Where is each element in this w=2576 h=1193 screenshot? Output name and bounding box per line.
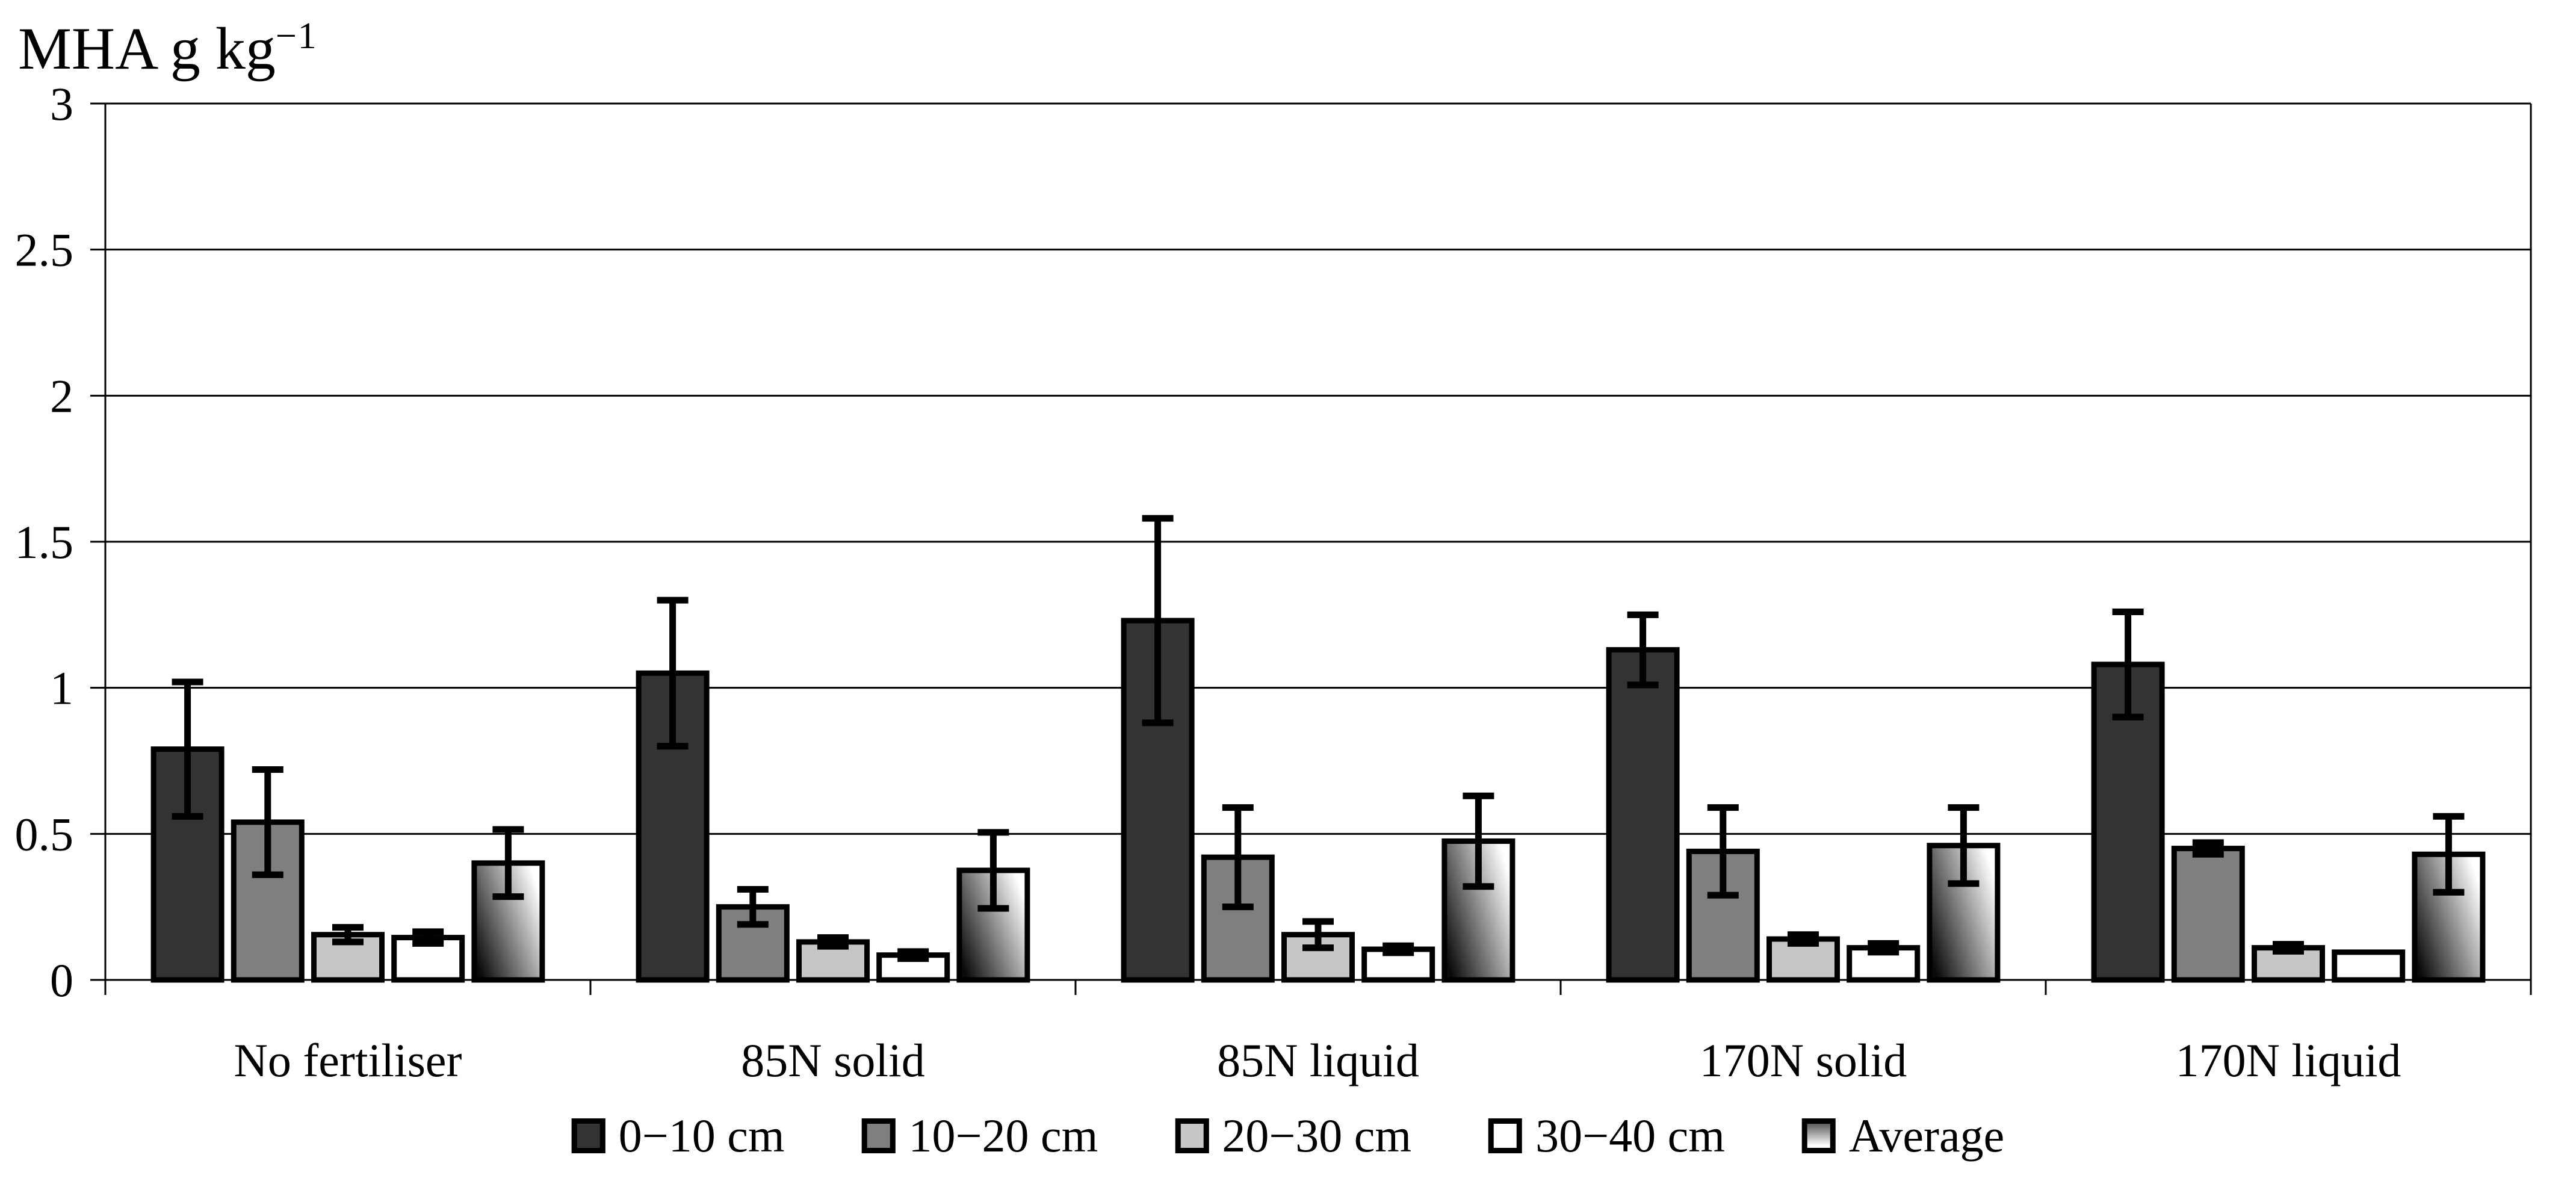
error-bar: [2192, 839, 2224, 858]
error-bar: [1142, 515, 1174, 727]
legend-swatch-Average: [1801, 1118, 1836, 1153]
x-label-170N-liquid: 170N liquid: [2176, 1034, 2401, 1086]
error-bar: [1948, 804, 1980, 887]
y-axis-title-text: MHA g kg: [18, 15, 276, 82]
x-axis-ticks: [104, 980, 2532, 995]
legend-item-20−30-cm: 20−30 cm: [1175, 1112, 1411, 1159]
y-tick-label: 1.5: [15, 516, 74, 568]
error-bar: [2112, 608, 2144, 720]
error-bar: [172, 678, 203, 820]
error-bar: [1707, 804, 1739, 899]
error-bar: [1788, 931, 1819, 947]
error-bar: [1627, 611, 1659, 689]
legend-item-30−40-cm: 30−40 cm: [1488, 1112, 1725, 1159]
x-label-No-fertiliser: No fertiliser: [234, 1034, 462, 1086]
y-axis-title: MHA g kg−1: [18, 15, 318, 82]
error-bar: [332, 924, 364, 946]
error-bar: [1222, 804, 1254, 911]
error-bar: [412, 928, 444, 947]
x-label-170N-solid: 170N solid: [1700, 1034, 1907, 1086]
error-bar: [1463, 792, 1494, 890]
x-category-labels: No fertiliser 85N solid 85N liquid 170N sol…: [234, 1034, 2401, 1086]
y-tick-label: 2: [50, 370, 73, 422]
error-bar: [737, 886, 769, 928]
bar-20−30-cm-No-fertiliser: [311, 932, 385, 983]
chart-legend: 0−10 cm 10−20 cm 20−30 cm 30−40 cm Average: [571, 1109, 2005, 1162]
legend-item-10−20-cm: 10−20 cm: [861, 1109, 1098, 1162]
bar-0−10-cm-170N-solid: [1606, 647, 1680, 983]
legend-label: 30−40 cm: [1535, 1109, 1725, 1162]
error-bar: [2433, 813, 2465, 896]
y-tick-labels: 0 0.5 1 1.5 2 2.5 3: [15, 78, 74, 1006]
legend-item-Average: Average: [1801, 1109, 2005, 1162]
y-axis-ticks: [90, 102, 105, 981]
x-label-85N-solid: 85N solid: [741, 1034, 925, 1086]
legend-swatch-10−20-cm: [861, 1118, 896, 1153]
error-bar: [2273, 941, 2304, 955]
bars: [150, 515, 2486, 983]
y-axis-title-exponent: −1: [275, 16, 318, 57]
legend-swatch-30−40-cm: [1488, 1118, 1523, 1153]
y-tick-label: 0: [50, 954, 73, 1006]
legend-label: 10−20 cm: [908, 1109, 1098, 1162]
bar-30−40-cm-170N-liquid: [2332, 949, 2406, 983]
legend-item-0−10-cm: 0−10 cm: [571, 1109, 785, 1162]
error-bar: [492, 826, 524, 900]
y-tick-label: 0.5: [15, 808, 74, 860]
error-bar: [817, 934, 849, 950]
bar-10−20-cm-170N-liquid: [2171, 846, 2245, 983]
error-bar: [897, 948, 929, 962]
error-bar: [1868, 940, 1899, 956]
legend-swatch-20−30-cm: [1175, 1118, 1209, 1153]
legend-label: 0−10 cm: [618, 1109, 785, 1162]
legend-label: Average: [1848, 1109, 2005, 1162]
y-tick-label: 1: [50, 662, 73, 714]
y-tick-label: 2.5: [15, 224, 74, 276]
legend-swatch-0−10-cm: [571, 1118, 605, 1153]
y-tick-label: 3: [50, 78, 73, 130]
error-bar: [657, 596, 689, 750]
x-label-85N-liquid: 85N liquid: [1217, 1034, 1419, 1086]
error-bar: [252, 766, 283, 878]
error-bar: [977, 829, 1009, 912]
gridlines: [105, 102, 2531, 981]
error-bar: [1302, 918, 1334, 952]
legend-label: 20−30 cm: [1222, 1109, 1412, 1162]
error-bar: [1382, 942, 1414, 956]
